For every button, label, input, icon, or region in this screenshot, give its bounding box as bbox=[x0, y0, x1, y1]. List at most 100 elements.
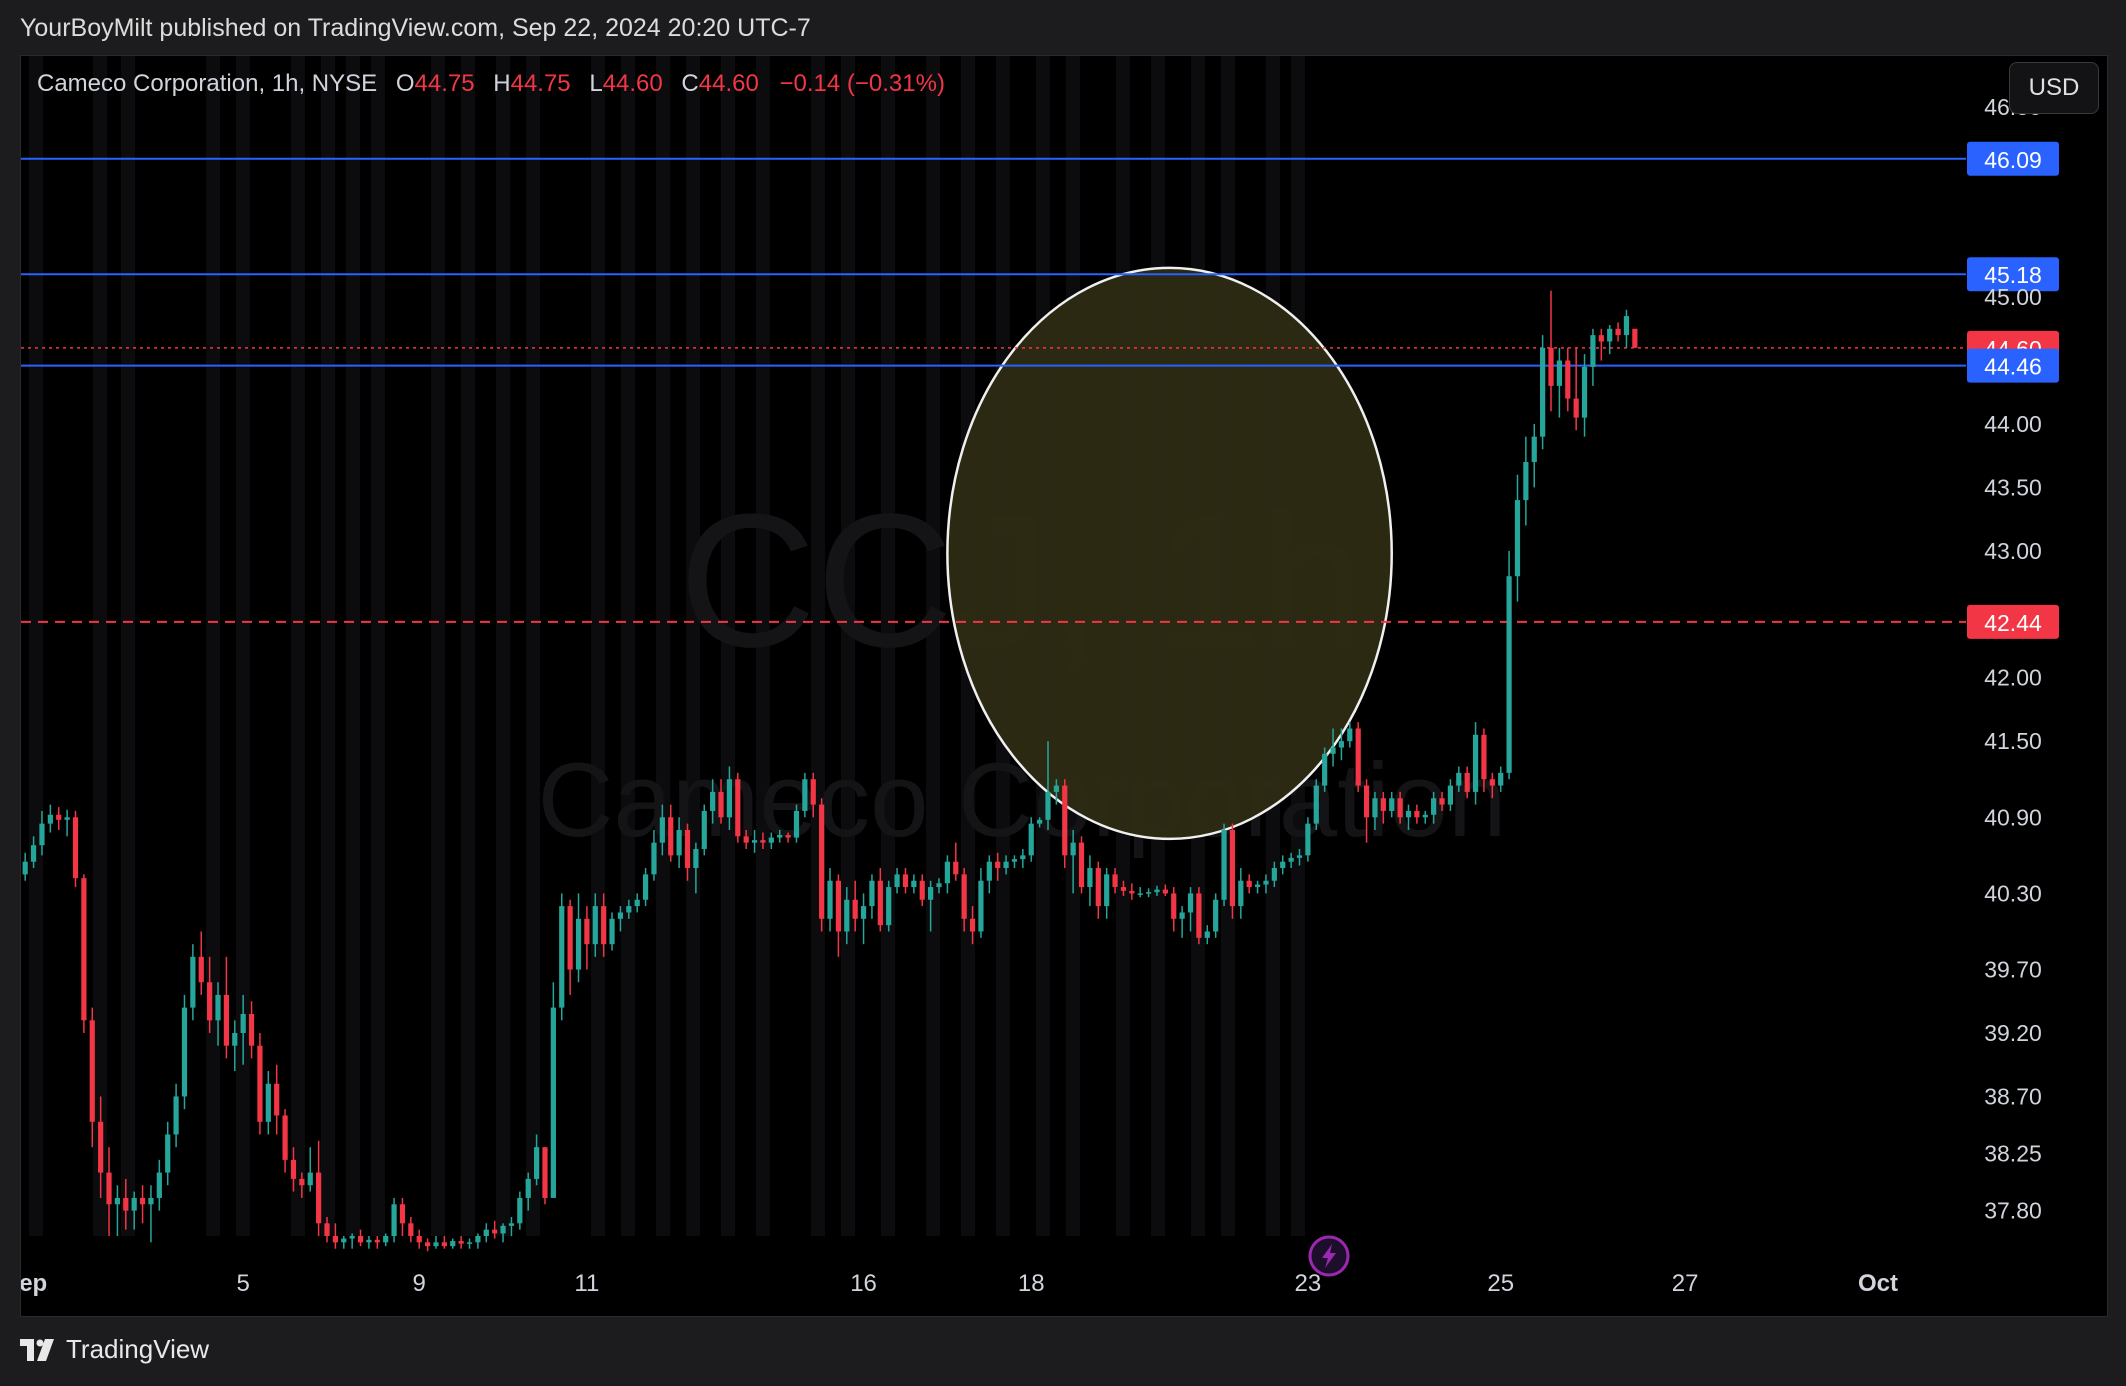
candle-body bbox=[860, 906, 867, 919]
candle-body bbox=[416, 1236, 422, 1243]
candle-body bbox=[1422, 814, 1428, 818]
candle-body bbox=[1565, 360, 1571, 399]
candle-body bbox=[324, 1223, 330, 1236]
candle-body bbox=[676, 829, 682, 856]
candle-body bbox=[651, 842, 657, 875]
tradingview-logo-icon bbox=[20, 1338, 54, 1361]
candle-body bbox=[1623, 316, 1630, 336]
price-tick-label: 42.00 bbox=[1984, 665, 2042, 691]
price-tick-label: 39.70 bbox=[1984, 957, 2042, 983]
candle-body bbox=[114, 1197, 121, 1205]
candle-body bbox=[1070, 842, 1076, 856]
session-band bbox=[721, 56, 735, 1236]
candle-body bbox=[425, 1242, 431, 1247]
candle-body bbox=[550, 1007, 556, 1198]
footer: TradingView bbox=[20, 1334, 209, 1365]
session-band bbox=[926, 56, 940, 1236]
lightning-icon[interactable] bbox=[1308, 1235, 1350, 1277]
candle-body bbox=[240, 1013, 246, 1033]
session-band bbox=[656, 56, 670, 1236]
candle-body bbox=[47, 814, 53, 824]
price-tick-label: 37.80 bbox=[1984, 1198, 2042, 1224]
candle-body bbox=[190, 956, 196, 1008]
session-band bbox=[321, 56, 335, 1236]
candle-body bbox=[902, 874, 909, 888]
candle-body bbox=[567, 906, 573, 970]
candle-body bbox=[508, 1223, 515, 1226]
candle-body bbox=[819, 804, 825, 919]
candle-body bbox=[886, 887, 892, 926]
candle-body bbox=[785, 835, 791, 838]
session-band bbox=[346, 56, 360, 1236]
candle-body bbox=[257, 1045, 263, 1122]
candle-body bbox=[1447, 785, 1454, 805]
session-band bbox=[811, 56, 825, 1236]
candle-body bbox=[710, 791, 716, 811]
candle-body bbox=[248, 1013, 255, 1046]
candle-body bbox=[584, 918, 590, 945]
footer-brand: TradingView bbox=[66, 1334, 210, 1364]
candle-body bbox=[894, 874, 900, 888]
candle-body bbox=[533, 1147, 540, 1179]
close-label: C bbox=[681, 70, 699, 97]
candle-body bbox=[944, 861, 950, 884]
publisher-line: YourBoyMilt published on TradingView.com… bbox=[20, 14, 811, 42]
candle-body bbox=[852, 899, 858, 919]
candle-body bbox=[735, 779, 741, 837]
candle-body bbox=[64, 817, 70, 820]
candle-body bbox=[265, 1083, 271, 1122]
chart-pane[interactable]: CCJ, 1h Cameco Corporation 46.0945.1844.… bbox=[20, 55, 2108, 1317]
candle-body bbox=[1037, 819, 1043, 824]
candle-body bbox=[1187, 893, 1194, 913]
candle-body bbox=[601, 906, 607, 945]
candle-body bbox=[1414, 810, 1420, 818]
candle-body bbox=[1280, 861, 1286, 869]
session-band bbox=[841, 56, 855, 1236]
candle-body bbox=[374, 1239, 380, 1243]
change-value: −0.14 (−0.31%) bbox=[779, 70, 945, 97]
candle-body bbox=[1498, 772, 1504, 786]
candle-body bbox=[198, 956, 204, 983]
candle-body bbox=[1405, 810, 1412, 818]
time-tick-label: 25 bbox=[1487, 1270, 1514, 1297]
candle-body bbox=[961, 874, 967, 919]
candle-body bbox=[1489, 779, 1495, 786]
time-tick-label: 16 bbox=[850, 1270, 877, 1297]
candle-body bbox=[450, 1241, 456, 1247]
price-chart[interactable]: CCJ, 1h Cameco Corporation 46.0945.1844.… bbox=[21, 56, 2107, 1316]
currency-button[interactable]: USD bbox=[2009, 62, 2099, 114]
highlight-ellipse bbox=[946, 266, 1393, 841]
candle-body bbox=[1380, 798, 1386, 811]
price-tick-label: 40.90 bbox=[1984, 804, 2042, 830]
candle-body bbox=[1481, 734, 1487, 780]
candle-body bbox=[1162, 889, 1168, 894]
price-tick-label: 43.00 bbox=[1984, 538, 2042, 564]
price-line-label: 42.44 bbox=[1984, 610, 2042, 636]
symbol-name[interactable]: Cameco Corporation, 1h, NYSE bbox=[37, 70, 378, 97]
candle-body bbox=[232, 1032, 238, 1046]
candle-body bbox=[30, 845, 37, 862]
candle-body bbox=[148, 1197, 154, 1205]
candle-body bbox=[1213, 899, 1219, 932]
candle-body bbox=[123, 1197, 129, 1211]
candle-body bbox=[223, 994, 229, 1046]
time-tick-label: Oct bbox=[1858, 1270, 1898, 1297]
candle-body bbox=[391, 1204, 397, 1236]
session-band bbox=[93, 56, 107, 1236]
candle-body bbox=[802, 779, 808, 811]
candle-body bbox=[760, 840, 766, 843]
candle-body bbox=[215, 994, 221, 1021]
candle-body bbox=[466, 1242, 473, 1244]
candle-body bbox=[357, 1236, 364, 1243]
price-tick-label: 44.00 bbox=[1984, 411, 2042, 437]
highlight-circle bbox=[946, 266, 1393, 841]
candle-body bbox=[89, 1020, 95, 1122]
candle-body bbox=[751, 840, 758, 843]
candle-body bbox=[592, 906, 598, 945]
candle-body bbox=[39, 823, 45, 846]
price-tick-label: 43.50 bbox=[1984, 474, 2042, 500]
high-value: 44.75 bbox=[510, 70, 571, 97]
candle-body bbox=[408, 1223, 414, 1236]
candle-body bbox=[1372, 798, 1378, 818]
candle-body bbox=[559, 906, 565, 1008]
